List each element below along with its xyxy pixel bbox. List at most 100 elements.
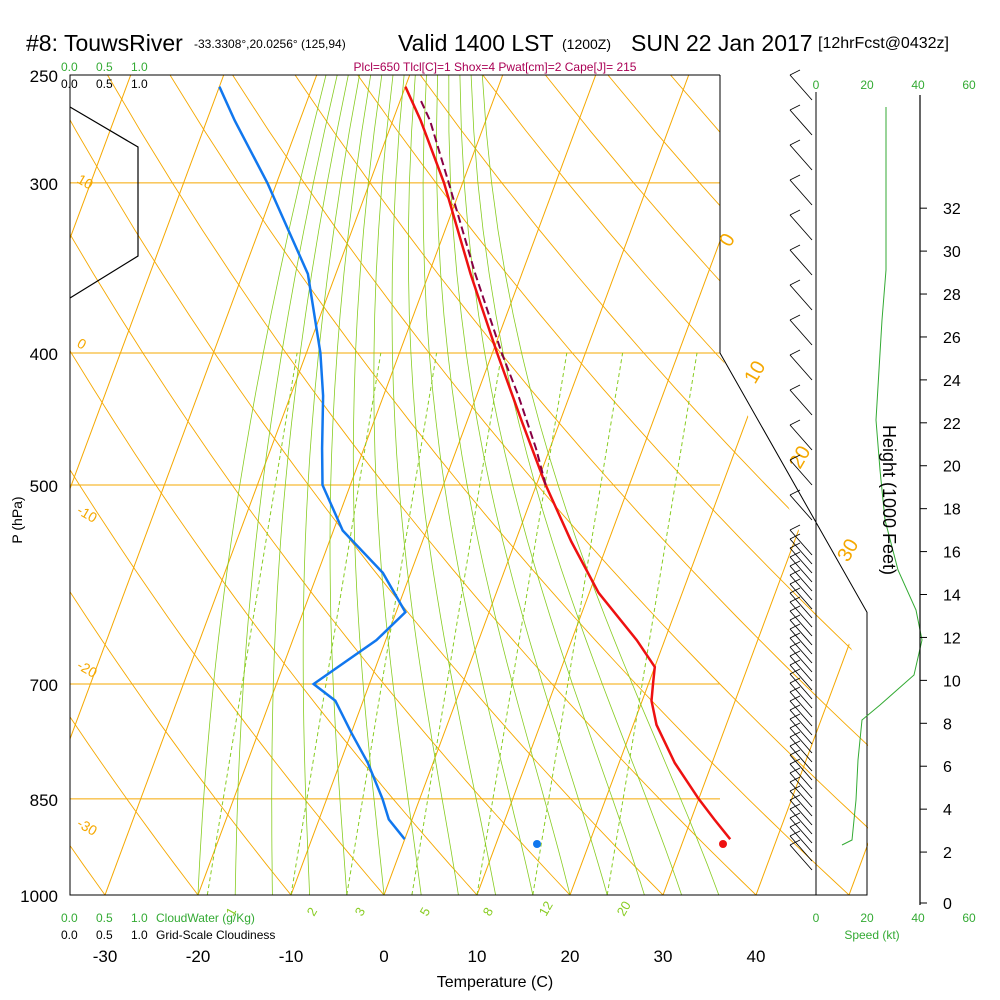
wind-barb-flag: [789, 174, 801, 181]
wind-barb: [789, 533, 813, 565]
wind-barb-flag: [789, 821, 801, 828]
moist-adiabat: [271, 75, 349, 895]
cloud-water-label: CloudWater (g/Kg): [156, 911, 255, 925]
wind-barb: [789, 209, 813, 241]
wind-barb: [789, 524, 813, 556]
wind-barb-flag: [789, 704, 801, 711]
wind-barb-shaft: [789, 628, 813, 655]
wind-barb: [789, 632, 813, 664]
mixing-ratio-label: 2: [304, 905, 321, 919]
wind-barb-flag: [789, 533, 801, 540]
wind-barb: [789, 740, 813, 772]
moist-adiabat: [459, 75, 645, 895]
wind-barb-flag: [789, 139, 801, 146]
dry-adiabat: [419, 75, 868, 588]
wind-barb-shaft: [789, 655, 813, 682]
pressure-tick-label: 250: [30, 67, 58, 86]
height-tick-label: 2: [943, 845, 952, 862]
wind-barb: [789, 623, 813, 655]
wind-barb: [789, 767, 813, 799]
wind-barb-shaft: [789, 700, 813, 727]
wind-barb: [789, 279, 813, 311]
wind-barb-shaft: [789, 494, 813, 521]
wind-barb-flag: [789, 758, 801, 765]
wind-barb-flag: [789, 659, 801, 666]
wind-barb-shaft: [789, 736, 813, 763]
wind-barb-shaft: [789, 781, 813, 808]
height-tick-label: 8: [943, 716, 952, 733]
pressure-tick-label: 500: [30, 477, 58, 496]
speed-tick-bottom: 20: [860, 911, 874, 925]
wind-barb: [789, 454, 813, 486]
wind-barb-shaft: [789, 144, 813, 171]
wind-barb-flag: [789, 454, 801, 461]
wind-barb-flag: [789, 812, 801, 819]
isotherm-label: -10: [75, 502, 101, 526]
wind-barb-flag: [789, 419, 801, 426]
wind-barb-flag: [789, 740, 801, 747]
cloudiness-label: Grid-Scale Cloudiness: [156, 928, 275, 942]
wind-barb-flag: [789, 713, 801, 720]
mixing-ratio-line: [411, 352, 503, 895]
wind-barb-flag: [789, 349, 801, 356]
wind-barb-shaft: [789, 817, 813, 844]
moist-adiabat: [436, 75, 571, 895]
station-coords: -33.3308°,20.0256° (125,94): [194, 37, 346, 51]
pressure-tick-label: 700: [30, 676, 58, 695]
speed-tick-top: 60: [962, 78, 976, 92]
temperature-axis-label: Temperature (C): [437, 974, 553, 991]
wind-barb-shaft: [789, 74, 813, 101]
wind-barb-flag: [789, 632, 801, 639]
temperature-tick-label: -10: [279, 947, 304, 966]
wind-barb-shaft: [789, 389, 813, 416]
wind-barb-shaft: [789, 844, 813, 871]
height-tick-label: 26: [943, 330, 961, 347]
isotherm-line: [104, 75, 411, 895]
height-tick-label: 22: [943, 416, 961, 433]
height-tick-label: 4: [943, 802, 952, 819]
wind-barb: [789, 722, 813, 754]
wind-barb-shaft: [789, 619, 813, 646]
wind-barb-flag: [789, 722, 801, 729]
wind-barb-flag: [789, 209, 801, 216]
wind-barb: [789, 419, 813, 451]
wind-barb-flag: [789, 668, 801, 675]
mixing-ratio-line: [606, 352, 698, 895]
height-tick-label: 32: [943, 201, 961, 218]
wind-barb: [789, 794, 813, 826]
wind-barb-shaft: [789, 592, 813, 619]
isotherm-line: [848, 842, 868, 895]
cloud-water-tick-bottom: 0.5: [96, 911, 113, 925]
wind-barb: [789, 812, 813, 844]
wind-barb-shaft: [789, 682, 813, 709]
wind-barb-flag: [789, 244, 801, 251]
speed-label: Speed (kt): [844, 928, 899, 942]
moist-adiabat: [352, 75, 385, 895]
wind-barb-shaft: [789, 538, 813, 565]
height-tick-label: 6: [943, 759, 952, 776]
moist-adiabat: [302, 75, 360, 895]
sounding-indices: Plcl=650 Tlcl[C]=1 Shox=4 Pwat[cm]=2 Cap…: [354, 60, 637, 74]
dry-adiabat: [0, 75, 12, 895]
wind-barb-shaft: [789, 354, 813, 381]
wind-barb: [789, 69, 813, 101]
wind-barb-flag: [789, 587, 801, 594]
pressure-tick-label: 850: [30, 791, 58, 810]
moist-adiabat: [373, 75, 422, 895]
wind-barb-flag: [789, 695, 801, 702]
wind-barb: [789, 551, 813, 583]
wind-barb-shaft: [789, 565, 813, 592]
wind-barb-flag: [789, 551, 801, 558]
dry-adiabat: [107, 75, 757, 895]
wind-barb: [789, 587, 813, 619]
speed-tick-bottom: 40: [911, 911, 925, 925]
mixing-ratio-label: 3: [352, 905, 369, 919]
cloud-water-tick-bottom: 0.0: [61, 911, 78, 925]
speed-tick-bottom: 60: [962, 911, 976, 925]
temperature-tick-label: 40: [747, 947, 766, 966]
wind-barb-flag: [789, 839, 801, 846]
wind-barb: [789, 821, 813, 853]
cloudiness-tick: 0.5: [96, 77, 113, 91]
wind-barb-shaft: [789, 583, 813, 610]
temperature-profile: [404, 86, 732, 840]
